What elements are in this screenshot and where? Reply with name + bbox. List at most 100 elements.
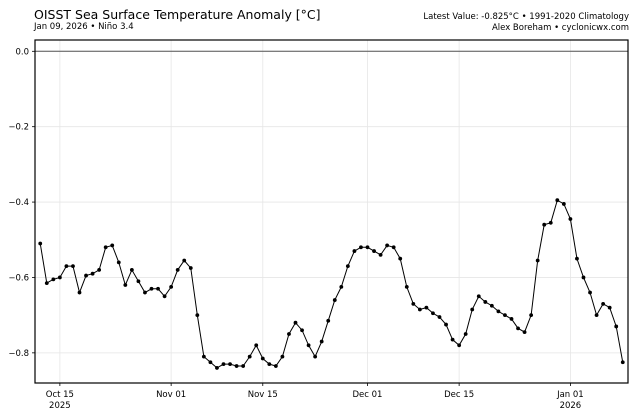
plot-frame: [34, 39, 629, 384]
data-point: [365, 245, 370, 250]
data-point: [614, 324, 619, 329]
data-point: [51, 277, 56, 282]
data-point: [431, 311, 435, 316]
data-point: [398, 256, 403, 261]
data-point: [221, 362, 226, 367]
data-point: [156, 286, 160, 291]
data-point: [300, 328, 304, 333]
data-point: [44, 281, 49, 286]
latest-value-info: Latest Value: -0.825°C • 1991-2020 Clima…: [423, 12, 629, 22]
data-point: [162, 294, 167, 299]
x-tick-label: Dec 01: [353, 390, 383, 400]
chart-subtitle: Jan 09, 2026 • Niño 3.4: [34, 22, 134, 32]
data-point: [287, 332, 291, 336]
data-point: [352, 249, 357, 253]
data-point: [267, 362, 272, 367]
data-point: [503, 313, 507, 318]
data-point: [90, 271, 95, 276]
data-point: [129, 268, 134, 272]
author-credit: Alex Boreham • cyclonicwx.com: [491, 23, 629, 33]
data-point: [561, 202, 566, 206]
data-point: [359, 245, 363, 250]
data-point: [280, 354, 285, 359]
data-point: [84, 273, 88, 278]
chart-title: OISST Sea Surface Temperature Anomaly [°…: [34, 7, 321, 22]
x-tick-label: Nov 15: [248, 390, 278, 400]
y-tick-label: −0.2: [8, 123, 29, 133]
data-point: [372, 249, 376, 253]
data-point: [38, 241, 43, 246]
data-point: [385, 243, 390, 248]
data-point: [241, 364, 246, 368]
data-point: [326, 318, 331, 323]
data-point: [607, 305, 612, 310]
data-point: [71, 264, 75, 269]
x-tick-year-label: 2025: [49, 401, 71, 411]
data-point: [234, 364, 239, 368]
data-point: [313, 354, 318, 359]
data-point: [522, 330, 527, 335]
data-point: [529, 313, 534, 318]
data-point: [182, 258, 187, 263]
data-point: [260, 356, 265, 361]
data-point: [496, 309, 501, 314]
data-point: [509, 317, 514, 321]
data-point: [215, 366, 219, 370]
data-point: [444, 322, 448, 327]
data-point: [188, 266, 193, 270]
data-point: [417, 307, 422, 312]
data-point: [588, 290, 592, 295]
data-point: [293, 320, 298, 325]
x-tick-label: Oct 15: [46, 390, 74, 400]
data-point: [476, 294, 481, 299]
data-point: [143, 290, 147, 295]
data-point: [404, 284, 409, 289]
data-point: [548, 220, 553, 225]
data-point: [424, 305, 429, 310]
data-point: [378, 252, 383, 257]
x-tick-label: Nov 01: [156, 390, 186, 400]
data-point: [437, 315, 442, 319]
data-point: [581, 275, 586, 280]
x-tick-label: Dec 15: [444, 390, 474, 400]
y-tick-label: 0.0: [15, 47, 29, 57]
data-point: [77, 290, 82, 295]
data-point: [195, 313, 200, 318]
data-point: [535, 258, 540, 263]
x-tick-label: Jan 01: [556, 390, 584, 400]
data-point: [555, 198, 560, 203]
data-point: [463, 332, 468, 336]
data-point: [169, 284, 174, 289]
data-point: [116, 260, 121, 265]
data-point: [319, 339, 324, 344]
data-point: [123, 283, 128, 287]
data-point: [568, 217, 573, 221]
data-point: [306, 343, 311, 348]
data-point: [136, 279, 141, 284]
data-point: [620, 360, 625, 365]
data-point: [483, 300, 488, 304]
data-point: [201, 354, 206, 359]
data-point: [103, 245, 108, 250]
data-point: [542, 222, 547, 227]
data-point: [97, 268, 102, 272]
data-point: [57, 275, 62, 280]
data-point: [470, 307, 475, 312]
data-point: [110, 243, 115, 248]
data-point: [175, 268, 180, 272]
y-tick-label: −0.4: [8, 198, 29, 208]
data-point: [489, 303, 494, 308]
data-point: [247, 354, 252, 359]
data-point: [149, 286, 154, 291]
data-point: [273, 364, 278, 368]
data-point: [601, 301, 606, 306]
data-point: [208, 360, 213, 365]
data-point: [594, 313, 599, 318]
data-point: [64, 264, 69, 269]
data-point: [457, 343, 462, 348]
x-tick-year-label: 2026: [560, 401, 582, 411]
data-point: [391, 245, 396, 250]
anomaly-line: [39, 199, 624, 369]
y-tick-label: −0.6: [8, 273, 29, 283]
